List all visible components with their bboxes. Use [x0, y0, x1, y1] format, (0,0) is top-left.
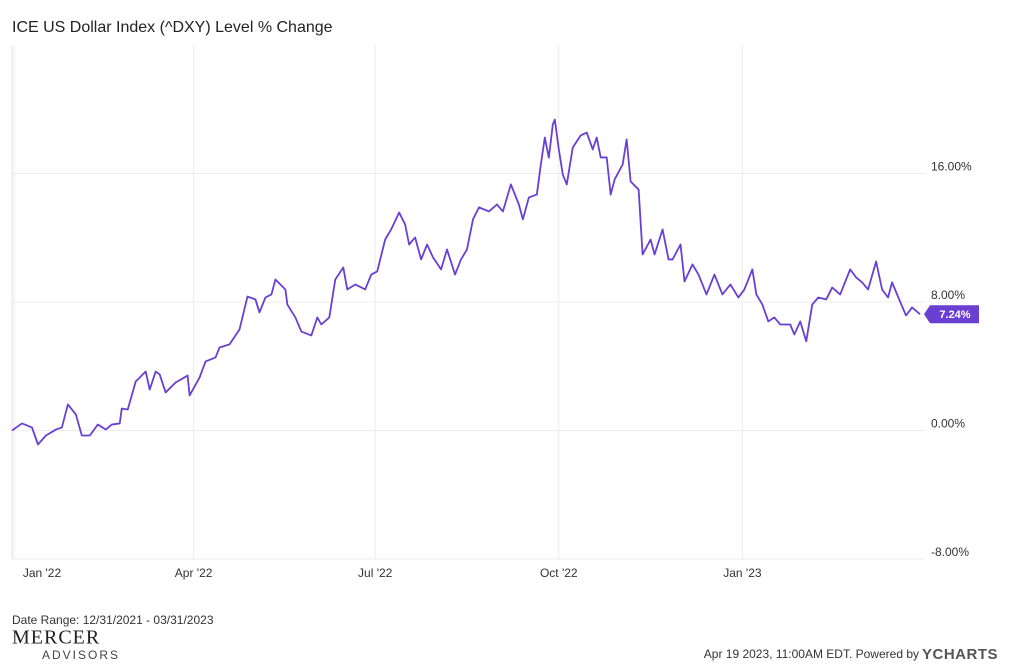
x-tick-label: Jul '22 — [358, 566, 393, 580]
date-range: Date Range: 12/31/2021 - 03/31/2023 — [12, 613, 214, 627]
y-tick-label: -8.00% — [931, 545, 969, 559]
y-tick-label: 16.00% — [931, 160, 972, 174]
x-tick-label: Jan '22 — [23, 566, 62, 580]
y-tick-label: 8.00% — [931, 288, 965, 302]
brand-bottom: ADVISORS — [42, 648, 120, 662]
logo[interactable]: YCHARTS — [922, 646, 998, 663]
x-tick-label: Jan '23 — [723, 566, 762, 580]
timestamp: Apr 19 2023, 11:00AM EDT. Powered by — [704, 647, 919, 661]
last-value-label: 7.24% — [939, 309, 970, 321]
data-line — [11, 118, 921, 446]
brand-top: MERCER — [12, 627, 100, 649]
x-tick-label: Apr '22 — [175, 566, 213, 580]
x-tick-label: Oct '22 — [540, 566, 578, 580]
chart-title: ICE US Dollar Index (^DXY) Level % Chang… — [12, 19, 333, 36]
last-value-badge — [924, 305, 979, 324]
y-tick-label: 0.00% — [931, 417, 965, 431]
